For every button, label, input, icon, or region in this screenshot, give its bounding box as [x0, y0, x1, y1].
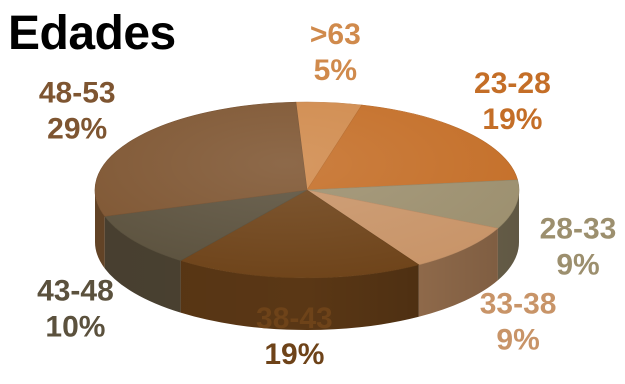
label-percent->63: 5%: [314, 54, 357, 87]
label-percent-38-43: 19%: [264, 338, 324, 371]
pie-side-shading: [95, 190, 519, 330]
label-percent-23-28: 19%: [482, 103, 542, 136]
label-category->63: >63: [310, 18, 361, 51]
label-category-38-43: 38-43: [256, 302, 333, 335]
label-percent-43-48: 10%: [45, 310, 105, 343]
label-category-48-53: 48-53: [39, 77, 116, 110]
label-category-23-28: 23-28: [474, 67, 551, 100]
label-percent-48-53: 29%: [47, 113, 107, 146]
label-percent-33-38: 9%: [496, 324, 539, 357]
label-category-33-38: 33-38: [480, 288, 557, 321]
chart-title: Edades: [8, 7, 176, 60]
label-category-28-33: 28-33: [540, 213, 617, 246]
label-category-43-48: 43-48: [37, 274, 114, 307]
label-percent-28-33: 9%: [556, 249, 599, 282]
pie-top-shine: [95, 102, 519, 278]
